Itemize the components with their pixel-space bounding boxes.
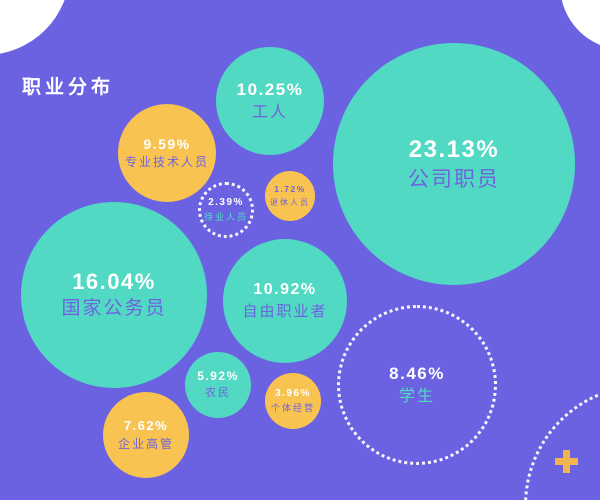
bubble-value: 8.46% <box>389 364 445 384</box>
bubble-待业人员[interactable]: 2.39% 待业人员 <box>198 182 254 238</box>
bubble-value: 2.39% <box>208 197 244 209</box>
bubble-label: 退休人员 <box>270 197 310 207</box>
bubble-label: 农民 <box>205 386 231 399</box>
bubble-国家公务员[interactable]: 16.04% 国家公务员 <box>21 202 207 388</box>
bubble-label: 企业高管 <box>117 436 174 451</box>
bubble-退休人员[interactable]: 1.72% 退休人员 <box>265 171 315 221</box>
corner-cutout-top-left <box>0 0 70 55</box>
bubble-学生[interactable]: 8.46% 学生 <box>337 305 497 465</box>
page-title: 职业分布 <box>22 77 115 98</box>
bubble-value: 1.72% <box>274 183 306 194</box>
bubble-自由职业者[interactable]: 10.92% 自由职业者 <box>223 239 347 363</box>
corner-cutout-top-right <box>560 0 600 50</box>
bubble-value: 10.92% <box>253 281 317 299</box>
bubble-value: 5.92% <box>197 369 239 383</box>
bubble-label: 待业人员 <box>203 211 248 222</box>
bubble-企业高管[interactable]: 7.62% 企业高管 <box>103 392 189 478</box>
bubble-value: 10.25% <box>236 80 304 100</box>
bubble-label: 专业技术人员 <box>124 155 209 170</box>
plus-icon[interactable] <box>555 450 578 473</box>
bubble-value: 3.96% <box>275 388 311 400</box>
bubble-value: 9.59% <box>143 136 191 153</box>
bubble-工人[interactable]: 10.25% 工人 <box>216 47 324 155</box>
bubble-个体经营[interactable]: 3.96% 个体经营 <box>265 373 321 429</box>
bubble-label: 自由职业者 <box>242 302 328 320</box>
bubble-value: 7.62% <box>123 417 169 433</box>
bubble-公司职员[interactable]: 23.13% 公司职员 <box>333 43 575 285</box>
dashed-corner-circle <box>524 384 600 500</box>
bubble-专业技术人员[interactable]: 9.59% 专业技术人员 <box>118 104 216 202</box>
plus-icon-bar <box>563 450 570 473</box>
bubble-label: 学生 <box>398 387 435 405</box>
bubble-label: 工人 <box>251 103 288 121</box>
bubble-label: 个体经营 <box>270 402 315 413</box>
bubble-label: 公司职员 <box>408 167 500 191</box>
bubble-农民[interactable]: 5.92% 农民 <box>185 352 251 418</box>
bubble-label: 国家公务员 <box>61 297 167 319</box>
bubble-value: 23.13% <box>408 136 500 164</box>
bubble-value: 16.04% <box>72 269 156 295</box>
